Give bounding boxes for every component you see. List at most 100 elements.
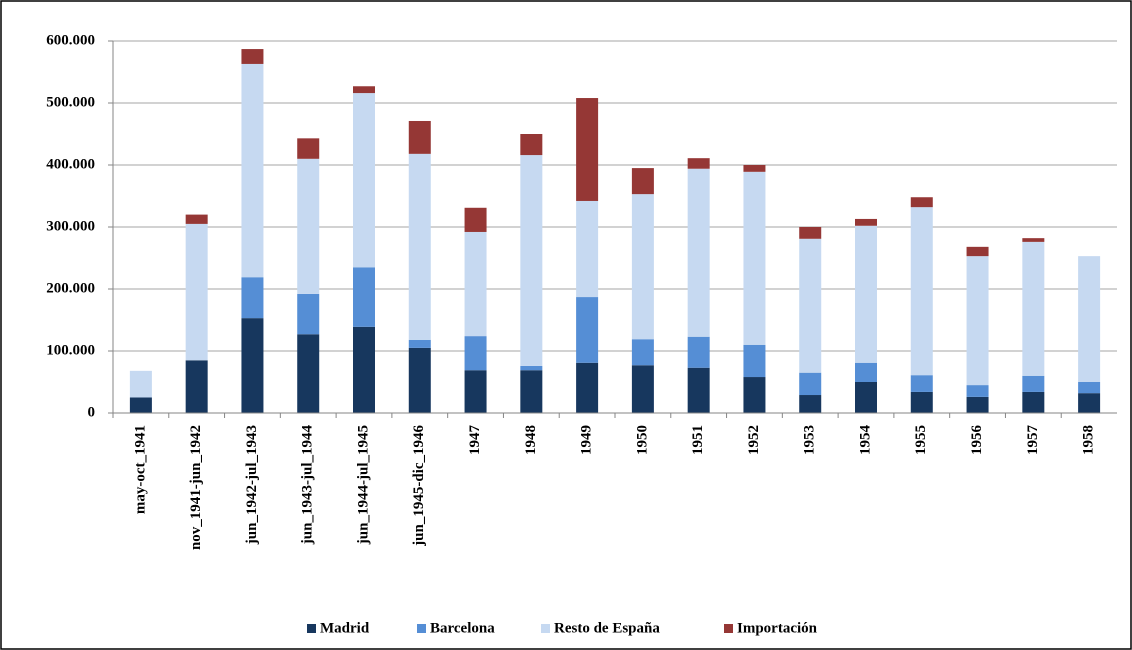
bar-segment (576, 98, 599, 201)
bar-segment (631, 365, 654, 413)
bar-segment (408, 339, 431, 348)
x-tick-label: 1957 (1025, 425, 1041, 456)
x-tick-label: 1947 (467, 425, 483, 456)
bar-segment (408, 120, 431, 154)
bar-segment (576, 362, 599, 413)
bar-segment (408, 347, 431, 413)
bar-segment (910, 391, 933, 413)
bar-segment (631, 194, 654, 340)
bar-segment (297, 138, 320, 159)
x-tick-label: may-oct_1941 (132, 425, 148, 514)
x-tick-label: jun_1944-jul_1945 (355, 425, 371, 545)
x-tick-label: jun_1945-dic_1946 (411, 425, 427, 547)
bar-segment (464, 370, 487, 413)
bar-segment (241, 318, 264, 413)
bar-segment (1078, 256, 1101, 382)
bar-segment (799, 238, 822, 373)
legend-swatch (541, 624, 550, 633)
bar-segment (855, 225, 877, 363)
x-tick-label: 1952 (746, 425, 762, 455)
legend-swatch (417, 624, 426, 633)
bar-segment (631, 168, 654, 195)
bar-segment (408, 153, 431, 340)
legend-swatch (307, 624, 316, 633)
bar-segment (464, 231, 487, 337)
bar-segment (910, 375, 933, 392)
y-tick-label: 0 (88, 404, 96, 420)
bar-segment (743, 377, 766, 413)
bar-segment (910, 207, 933, 376)
bar-segment (241, 63, 264, 278)
x-tick-label: 1955 (913, 425, 929, 455)
y-tick-label: 100.000 (46, 342, 95, 358)
x-tick-label: 1949 (579, 425, 595, 455)
bar-segment (520, 365, 543, 371)
y-tick-label: 600.000 (46, 32, 95, 48)
bar-segment (910, 197, 933, 208)
bar-segment (1022, 391, 1045, 413)
bar-segment (966, 385, 989, 397)
legend-label: Resto de España (554, 620, 660, 636)
bar-segment (185, 360, 208, 413)
bar-segment (241, 277, 264, 319)
legend-label: Importación (737, 620, 818, 636)
bar-segment (520, 134, 543, 156)
bar-segment (297, 334, 320, 413)
y-tick-label: 500.000 (46, 94, 95, 110)
bar-segment (855, 382, 877, 413)
bar-segment (743, 171, 766, 345)
x-tick-label: 1958 (1081, 425, 1097, 455)
bar-segment (576, 200, 599, 298)
x-tick-label: jun_1943-jul_1944 (300, 425, 316, 546)
bar-segment (687, 158, 710, 169)
bar-segment (1022, 238, 1045, 242)
bar-segment (297, 158, 320, 294)
bar-segment (799, 395, 822, 413)
bar-segment (966, 396, 989, 413)
bar-segment (1078, 382, 1101, 394)
bar-segment (855, 362, 877, 382)
y-tick-label: 200.000 (46, 280, 95, 296)
bar-segment (353, 93, 375, 268)
bar-segment (129, 370, 152, 398)
bar-segment (799, 227, 822, 239)
bar-segment (1022, 375, 1045, 392)
bar-segment (1078, 393, 1101, 413)
bar-segment (631, 339, 654, 366)
bar-segment (743, 165, 766, 172)
x-tick-label: jun_1942-jul_1943 (244, 425, 260, 545)
x-tick-label: nov_1941-jun_1942 (188, 425, 204, 550)
bar-segment (1022, 241, 1045, 376)
x-tick-label: 1948 (523, 425, 539, 455)
bar-segment (129, 397, 152, 413)
bar-segment (185, 214, 208, 224)
y-tick-label: 400.000 (46, 156, 95, 172)
legend-swatch (724, 624, 733, 633)
x-tick-label: 1954 (857, 425, 873, 456)
bar-segment (687, 367, 710, 413)
bar-segment (687, 168, 710, 337)
bar-segment (297, 293, 320, 335)
bar-segment (855, 218, 877, 226)
x-tick-label: 1950 (634, 425, 650, 455)
bar-segment (353, 326, 375, 413)
legend-label: Madrid (320, 620, 370, 636)
bar-segment (520, 370, 543, 413)
x-tick-label: 1956 (969, 425, 985, 456)
x-tick-label: 1953 (802, 425, 818, 455)
bar-segment (966, 246, 989, 257)
bar-segment (185, 223, 208, 361)
bar-segment (464, 336, 487, 371)
legend-label: Barcelona (430, 620, 495, 636)
x-tick-label: 1951 (690, 425, 706, 455)
bar-segment (353, 86, 375, 94)
bar-segment (799, 372, 822, 396)
bar-segment (966, 256, 989, 386)
bar-segment (353, 267, 375, 327)
bar-segment (576, 297, 599, 363)
y-tick-label: 300.000 (46, 218, 95, 234)
bar-segment (464, 207, 487, 232)
bar-segment (241, 49, 264, 64)
